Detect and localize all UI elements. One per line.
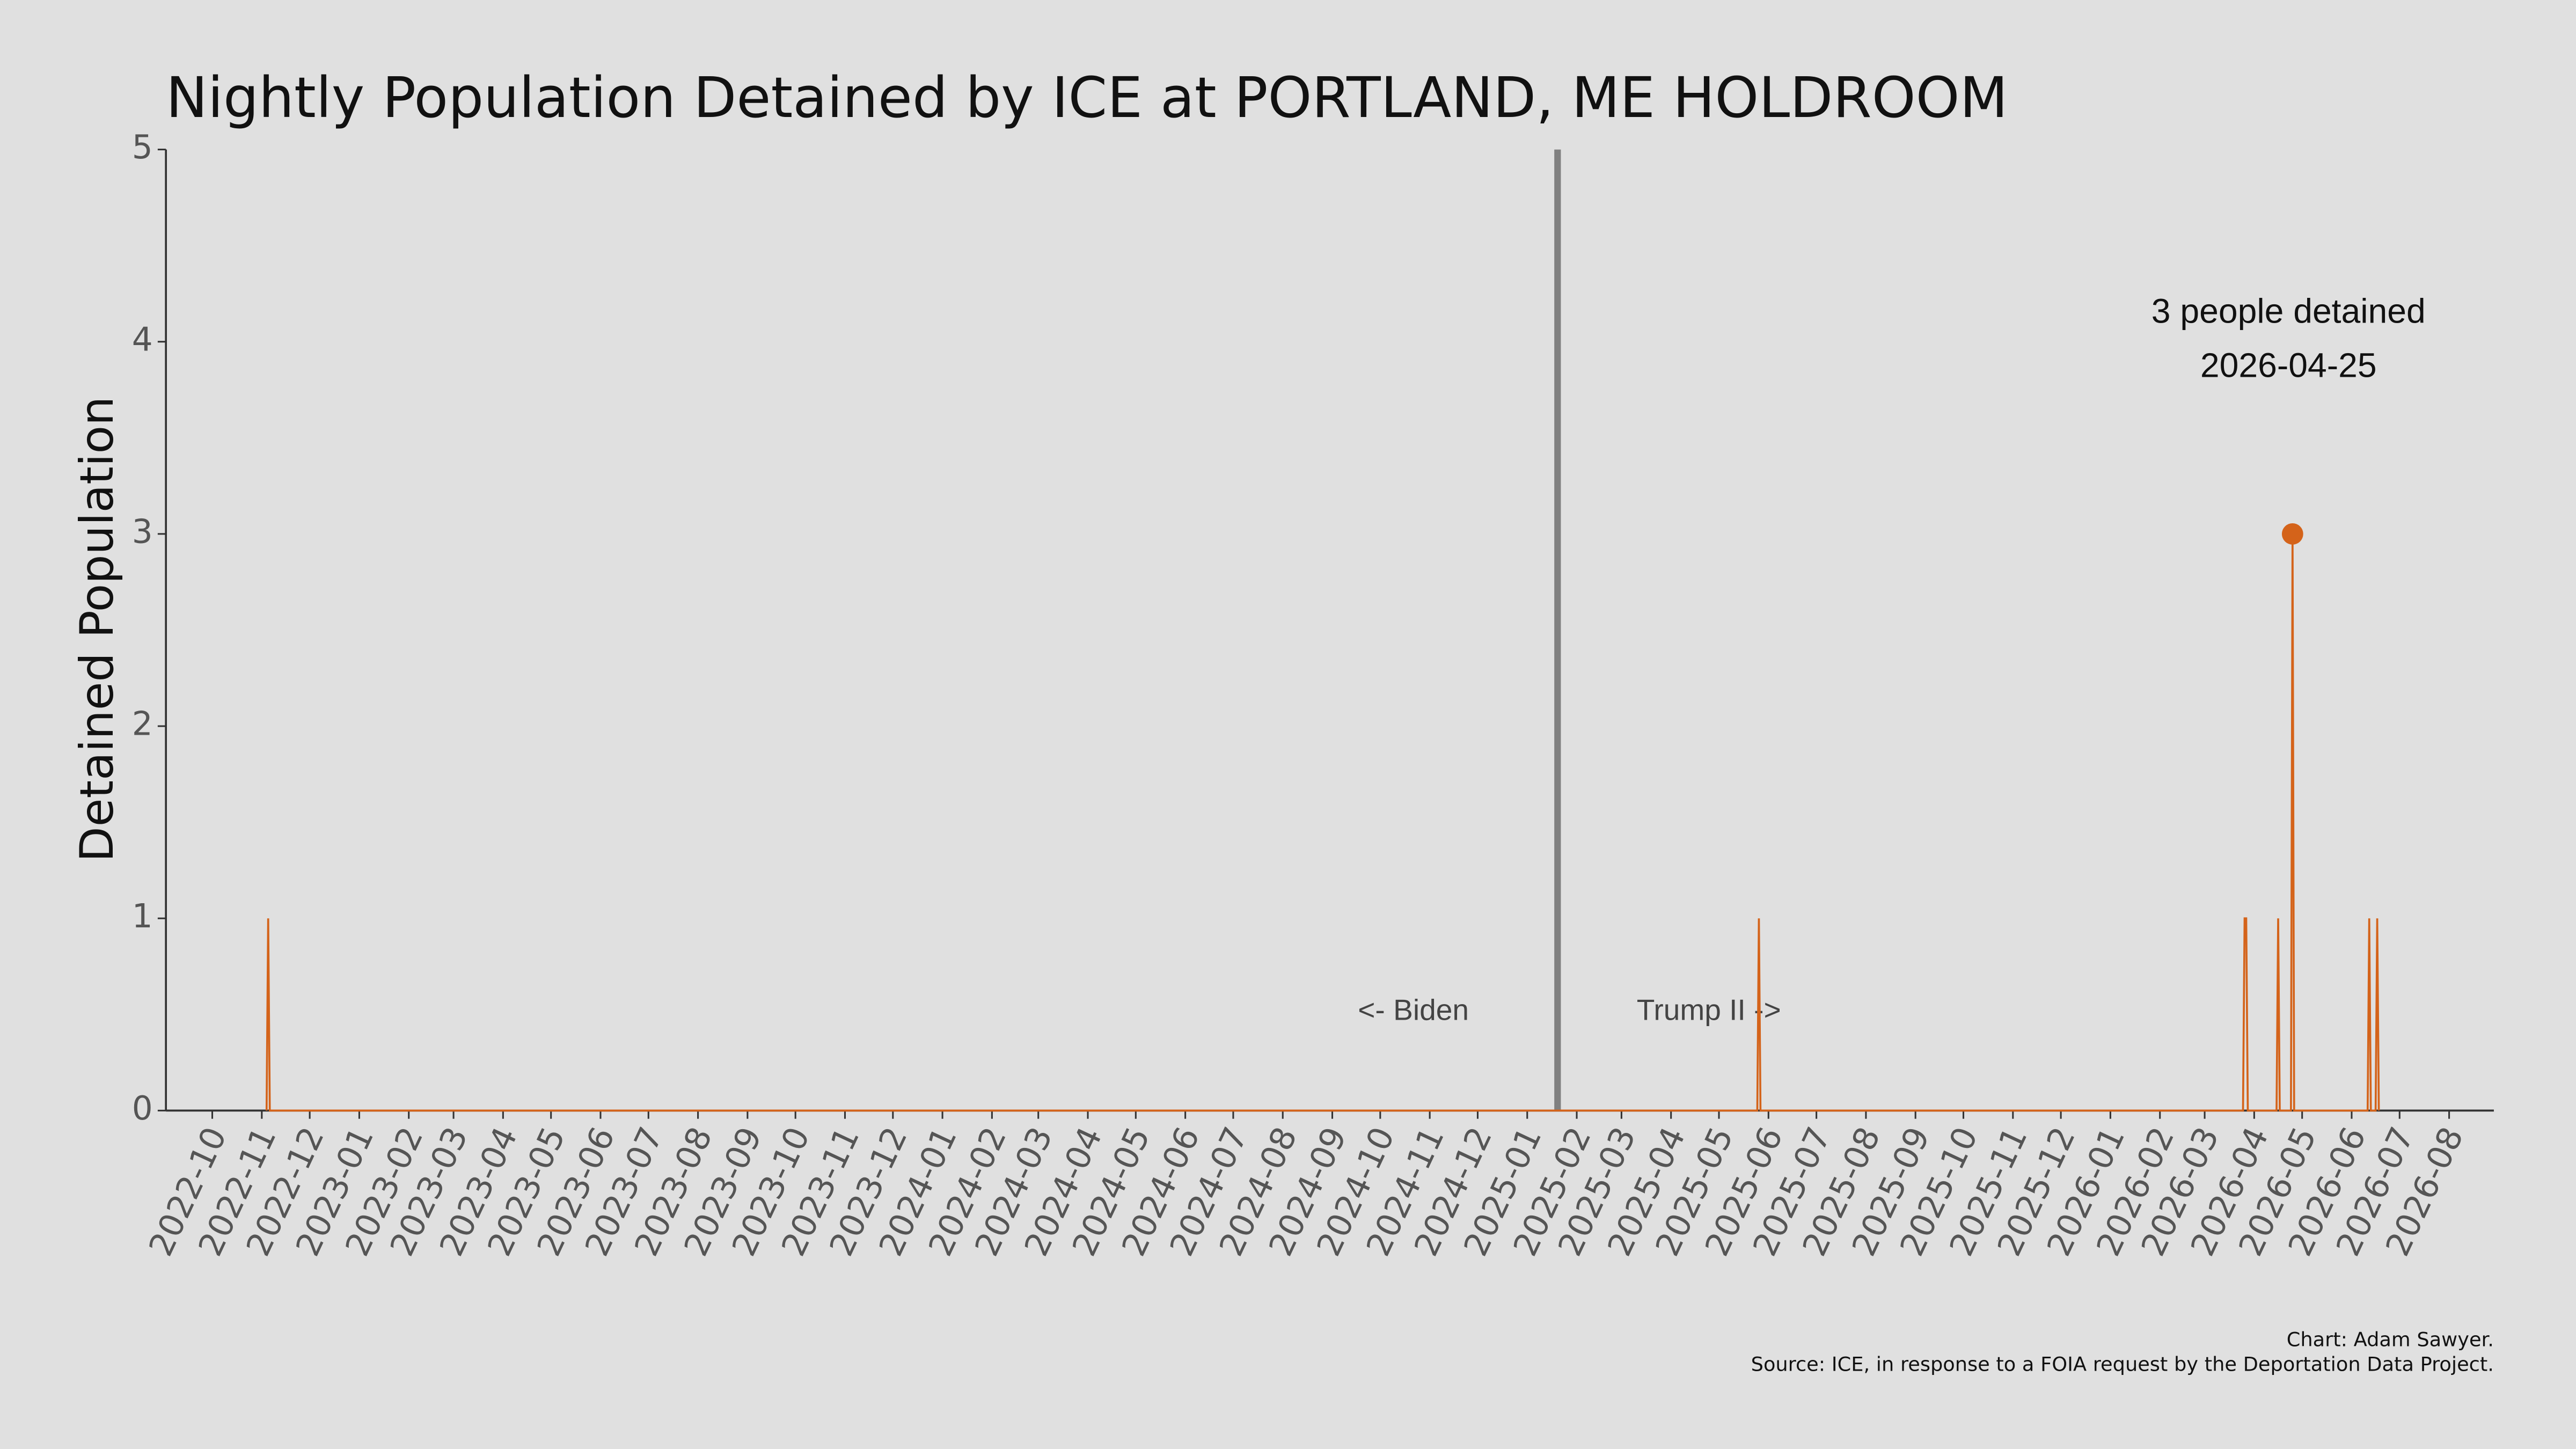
divider-label: Trump II -> <box>1637 993 1781 1026</box>
y-axis-label: Detained Population <box>70 397 124 862</box>
annotation: 3 people detained <box>2151 292 2426 331</box>
footer: Source: ICE, in response to a FOIA reque… <box>1751 1352 2494 1375</box>
y-tick-label: 5 <box>132 128 153 166</box>
y-tick-label: 1 <box>132 897 153 935</box>
y-tick-label: 4 <box>132 320 153 358</box>
divider-label: <- Biden <box>1358 993 1469 1026</box>
footer: Chart: Adam Sawyer. <box>2287 1328 2494 1351</box>
series-line <box>265 533 2380 1112</box>
highlight-point <box>2281 523 2303 545</box>
annotation: 2026-04-25 <box>2200 346 2377 385</box>
y-tick-label: 2 <box>132 705 153 743</box>
y-tick-label: 3 <box>132 513 153 551</box>
chart-title: Nightly Population Detained by ICE at PO… <box>166 65 2008 130</box>
y-tick-label: 0 <box>132 1089 153 1128</box>
